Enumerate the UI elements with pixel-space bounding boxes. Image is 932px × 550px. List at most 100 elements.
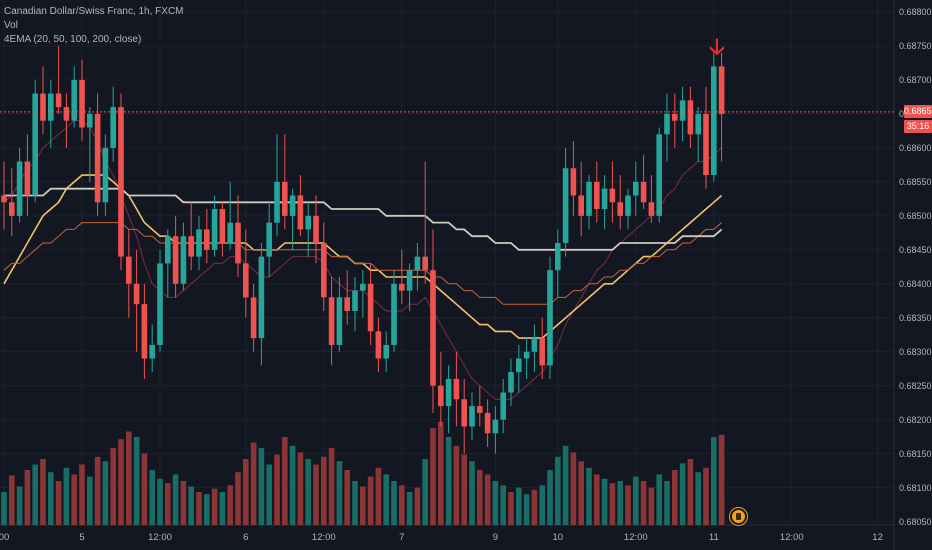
volume-bar bbox=[609, 483, 616, 525]
candle-body bbox=[555, 243, 561, 271]
x-tick-label: 12:00 bbox=[311, 532, 336, 543]
candle-body bbox=[399, 283, 405, 291]
volume-bar bbox=[79, 464, 85, 525]
candle-body bbox=[282, 181, 288, 216]
candle-body bbox=[16, 161, 23, 216]
volume-bar bbox=[703, 467, 709, 525]
volume-bar bbox=[282, 437, 288, 525]
volume-bar bbox=[297, 452, 304, 525]
candle-body bbox=[461, 399, 467, 427]
candle-body bbox=[352, 290, 358, 311]
candle-body bbox=[235, 222, 241, 264]
volume-bar bbox=[204, 494, 210, 525]
candle-body bbox=[55, 93, 62, 108]
x-tick-label: 7 bbox=[399, 532, 405, 543]
volume-bar bbox=[321, 456, 327, 525]
volume-bar bbox=[516, 487, 522, 525]
volume-bar bbox=[523, 494, 530, 525]
candle-body bbox=[321, 243, 327, 298]
y-tick-label: 0.68700 bbox=[899, 74, 932, 85]
candle-body bbox=[430, 270, 436, 386]
volume-bar bbox=[547, 470, 553, 525]
candle-body bbox=[258, 256, 265, 339]
volume-bar bbox=[656, 474, 662, 525]
candle-body bbox=[274, 181, 280, 223]
volume-bar bbox=[360, 486, 366, 525]
candle-body bbox=[414, 256, 421, 271]
volume-bar bbox=[289, 445, 296, 525]
volume-bar bbox=[40, 459, 46, 525]
volume-bar bbox=[570, 452, 577, 525]
candle-body bbox=[547, 270, 553, 366]
candle-body bbox=[617, 202, 623, 216]
candle-body bbox=[1, 195, 7, 203]
candle-body bbox=[243, 263, 249, 298]
volume-bar bbox=[16, 486, 23, 525]
volume-bar bbox=[1, 492, 7, 525]
volume-bar bbox=[87, 476, 93, 525]
volume-bar bbox=[539, 485, 545, 525]
candle-body bbox=[204, 229, 210, 250]
candle-body bbox=[266, 222, 272, 257]
volume-bar bbox=[594, 474, 600, 525]
y-tick-label: 0.68450 bbox=[899, 244, 932, 255]
candle-body bbox=[672, 113, 678, 121]
candle-body bbox=[664, 113, 670, 135]
y-tick-label: 0.68150 bbox=[899, 448, 932, 459]
volume-bar bbox=[383, 474, 389, 525]
volume-bar bbox=[562, 445, 569, 525]
candle-body bbox=[289, 195, 296, 216]
volume-indicator-label[interactable]: Vol bbox=[4, 20, 18, 31]
volume-bar bbox=[679, 463, 686, 525]
volume-bar bbox=[250, 442, 257, 525]
candle-body bbox=[406, 270, 413, 291]
candle-body bbox=[609, 188, 616, 203]
volume-bar bbox=[243, 459, 249, 525]
candle-body bbox=[40, 93, 46, 121]
candle-body bbox=[633, 181, 639, 196]
volume-bar bbox=[149, 470, 155, 525]
candle-body bbox=[508, 372, 514, 393]
volume-bar bbox=[391, 481, 397, 525]
candle-body bbox=[445, 378, 452, 407]
candle-body bbox=[219, 209, 226, 244]
candle-body bbox=[313, 215, 319, 244]
candle-body bbox=[578, 195, 584, 216]
candle-body bbox=[48, 93, 54, 121]
candle-body bbox=[157, 263, 163, 345]
candle-body bbox=[133, 283, 140, 305]
candle-body bbox=[188, 236, 194, 257]
candle-body bbox=[469, 406, 475, 427]
volume-bar bbox=[414, 487, 421, 525]
candle-body bbox=[9, 202, 15, 216]
x-tick-label: 10 bbox=[552, 532, 564, 543]
volume-bar bbox=[328, 448, 335, 525]
candle-body bbox=[63, 107, 70, 121]
candle-body bbox=[562, 168, 569, 244]
ema-indicator-label[interactable]: 4EMA (20, 50, 100, 200, close) bbox=[4, 34, 142, 45]
ema-lines bbox=[3, 120, 723, 400]
candle-body bbox=[24, 161, 31, 196]
y-tick-label: 0.68600 bbox=[899, 142, 932, 153]
candle-body bbox=[477, 406, 483, 413]
economic-event-icon[interactable] bbox=[730, 508, 747, 525]
candle-body bbox=[656, 134, 662, 216]
volume-bar bbox=[453, 445, 460, 525]
volume-bar bbox=[531, 489, 538, 525]
volume-bar bbox=[180, 481, 187, 525]
volume-bar bbox=[469, 461, 475, 525]
candle-body bbox=[367, 283, 374, 332]
volume-bar bbox=[157, 478, 163, 525]
candle-body bbox=[211, 209, 218, 250]
volume-bar bbox=[664, 481, 670, 525]
volume-bar bbox=[445, 437, 452, 525]
candle-body bbox=[32, 93, 38, 196]
bar-countdown-tag: 35:16 bbox=[904, 119, 932, 133]
volume-bar bbox=[422, 459, 428, 525]
x-tick-label: 6 bbox=[243, 532, 249, 543]
y-tick-label: 0.68400 bbox=[899, 278, 932, 289]
symbol-title[interactable]: Canadian Dollar/Swiss Franc, 1h, FXCM bbox=[4, 6, 184, 17]
candle-body bbox=[383, 344, 389, 359]
volume-bar bbox=[266, 464, 272, 525]
